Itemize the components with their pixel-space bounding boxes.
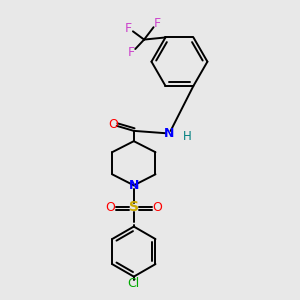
Text: F: F bbox=[154, 17, 161, 30]
Text: O: O bbox=[105, 201, 115, 214]
Text: N: N bbox=[164, 127, 174, 140]
Text: Cl: Cl bbox=[128, 278, 140, 290]
Text: O: O bbox=[152, 201, 162, 214]
Text: H: H bbox=[183, 130, 192, 143]
Text: S: S bbox=[129, 200, 139, 214]
Text: N: N bbox=[129, 179, 139, 192]
Text: F: F bbox=[124, 22, 131, 35]
Text: F: F bbox=[127, 46, 134, 59]
Text: O: O bbox=[108, 118, 118, 131]
